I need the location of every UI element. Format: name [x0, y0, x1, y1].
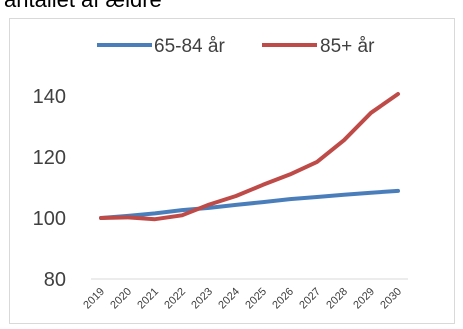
x-tick-label: 2022	[162, 286, 188, 312]
x-tick-label: 2020	[108, 286, 134, 312]
legend-label-1: 65-84 år	[154, 36, 225, 57]
x-tick-label: 2021	[135, 286, 161, 312]
legend-label-2: 85+ år	[320, 36, 375, 57]
chart-frame	[9, 18, 455, 324]
y-tick-label: 100	[33, 208, 66, 230]
y-tick-label: 120	[33, 147, 66, 169]
x-tick-label: 2028	[324, 286, 350, 312]
x-tick-label: 2027	[297, 286, 323, 312]
series-line-2	[99, 92, 400, 222]
y-tick-label: 80	[44, 269, 66, 291]
x-tick-label: 2026	[270, 286, 296, 312]
chart-title: antallet af ældre	[4, 0, 162, 13]
series-line-1	[99, 188, 400, 220]
x-tick-label: 2023	[189, 286, 215, 312]
x-tick-label: 2024	[216, 286, 242, 312]
x-tick-label: 2029	[351, 286, 377, 312]
x-tick-label: 2025	[243, 286, 269, 312]
x-tick-label: 2030	[378, 286, 404, 312]
y-tick-label: 140	[33, 86, 66, 108]
x-tick-label: 2019	[81, 286, 107, 312]
